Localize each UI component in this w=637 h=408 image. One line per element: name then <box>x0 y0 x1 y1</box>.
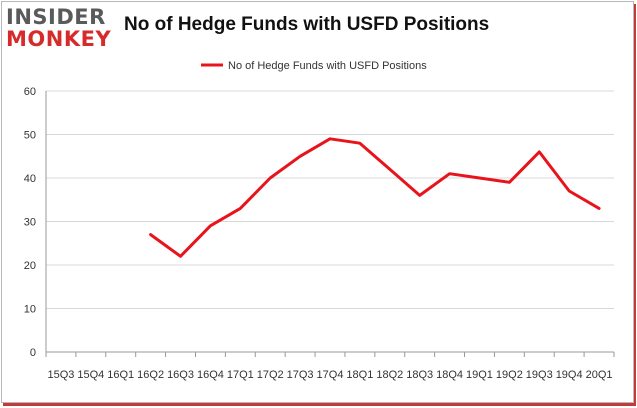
x-tick-label: 16Q2 <box>137 369 164 381</box>
x-tick-label: 16Q1 <box>107 369 134 381</box>
x-tick-label: 17Q4 <box>317 369 344 381</box>
chart-title: No of Hedge Funds with USFD Positions <box>124 14 490 35</box>
logo-text-bottom: MONKEY <box>6 27 112 51</box>
x-tick-label: 16Q4 <box>197 369 224 381</box>
x-tick-label: 17Q2 <box>257 369 284 381</box>
x-tick-label: 15Q4 <box>77 369 104 381</box>
logo-text-top: INSIDER <box>6 5 106 29</box>
x-tick-label: 18Q2 <box>376 369 403 381</box>
chart-frame <box>1 1 634 403</box>
y-tick-label: 10 <box>24 304 36 316</box>
y-tick-label: 50 <box>24 130 36 142</box>
legend-label: No of Hedge Funds with USFD Positions <box>228 60 427 72</box>
y-tick-label: 0 <box>30 347 36 359</box>
y-tick-label: 40 <box>24 173 36 185</box>
x-tick-label: 18Q3 <box>406 369 433 381</box>
y-tick-label: 30 <box>24 217 36 229</box>
series-line <box>149 137 601 258</box>
y-tick-label: 60 <box>24 86 36 98</box>
x-tick-label: 19Q3 <box>526 369 553 381</box>
x-tick-label: 16Q3 <box>167 369 194 381</box>
x-tick-label: 18Q1 <box>346 369 373 381</box>
y-tick-label: 20 <box>24 260 36 272</box>
x-tick-label: 15Q3 <box>47 369 74 381</box>
insider-monkey-logo: INSIDER MONKEY <box>6 6 116 52</box>
x-tick-label: 19Q4 <box>556 369 583 381</box>
x-tick-label: 18Q4 <box>436 369 463 381</box>
x-tick-label: 19Q1 <box>466 369 493 381</box>
x-tick-label: 20Q1 <box>586 369 613 381</box>
x-tick-label: 19Q2 <box>496 369 523 381</box>
x-tick-label: 17Q3 <box>287 369 314 381</box>
x-tick-label: 17Q1 <box>227 369 254 381</box>
